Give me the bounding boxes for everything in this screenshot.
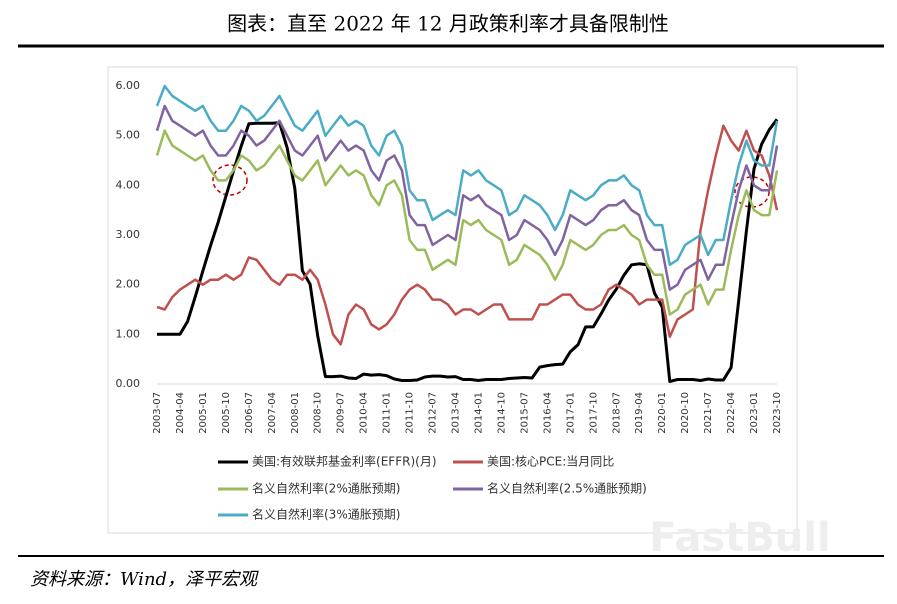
x-tick-label: 2017-10 xyxy=(588,392,599,434)
x-tick-label: 2023-10 xyxy=(772,392,783,434)
x-tick-label: 2023-01 xyxy=(749,392,760,434)
series-line xyxy=(155,104,779,291)
y-tick-label: 2.00 xyxy=(116,278,141,291)
series-line xyxy=(157,118,779,383)
x-tick-label: 2009-07 xyxy=(336,392,347,434)
x-tick-label: 2017-01 xyxy=(565,392,576,434)
x-tick-label: 2013-04 xyxy=(451,392,462,434)
y-tick-label: 1.00 xyxy=(116,327,141,340)
series-line xyxy=(155,129,779,316)
x-tick-label: 2020-01 xyxy=(657,392,668,434)
x-tick-label: 2004-04 xyxy=(175,392,186,434)
x-tick-label: 2010-04 xyxy=(359,392,370,434)
x-tick-label: 2011-10 xyxy=(405,392,416,434)
x-tick-label: 2019-04 xyxy=(634,392,645,434)
legend-label: 名义自然利率(2%通胀预期) xyxy=(252,481,400,496)
x-tick-label: 2020-10 xyxy=(680,392,691,434)
series-line xyxy=(155,84,779,267)
x-tick-label: 2008-01 xyxy=(290,392,301,434)
x-tick-label: 2005-10 xyxy=(221,392,232,434)
x-tick-label: 2007-04 xyxy=(267,392,278,434)
x-tick-label: 2003-07 xyxy=(152,392,163,434)
legend-label: 名义自然利率(3%通胀预期) xyxy=(252,507,400,522)
x-tick-label: 2015-07 xyxy=(519,392,530,434)
x-tick-label: 2016-04 xyxy=(542,392,553,434)
x-tick-label: 2014-10 xyxy=(496,392,507,434)
x-tick-label: 2006-07 xyxy=(244,392,255,434)
x-tick-label: 2021-07 xyxy=(703,392,714,434)
chart-title: 图表：直至 2022 年 12 月政策利率才具备限制性 xyxy=(227,12,669,36)
legend-label: 美国:有效联邦基金利率(EFFR)(月) xyxy=(252,454,437,469)
y-tick-label: 0.00 xyxy=(116,377,141,390)
plot-frame xyxy=(107,66,798,534)
x-tick-label: 2012-07 xyxy=(428,392,439,434)
series-line xyxy=(156,124,779,346)
y-tick-label: 6.00 xyxy=(116,79,141,92)
legend-label: 美国:核心PCE:当月同比 xyxy=(487,455,614,469)
x-tick-label: 2008-10 xyxy=(313,392,324,434)
x-tick-label: 2011-01 xyxy=(382,392,393,434)
source: 资料来源：Wind，泽平宏观 xyxy=(30,569,259,590)
x-tick-label: 2022-04 xyxy=(726,392,737,434)
legend-label: 名义自然利率(2.5%通胀预期) xyxy=(487,481,647,496)
x-tick-label: 2018-07 xyxy=(611,392,622,434)
y-tick-label: 3.00 xyxy=(116,228,141,241)
y-tick-label: 4.00 xyxy=(116,178,141,191)
x-tick-label: 2014-01 xyxy=(473,392,484,434)
x-tick-label: 2005-01 xyxy=(198,392,209,434)
y-tick-label: 5.00 xyxy=(116,129,141,142)
highlight-circle xyxy=(212,164,248,196)
watermark: FastBull xyxy=(649,515,830,561)
